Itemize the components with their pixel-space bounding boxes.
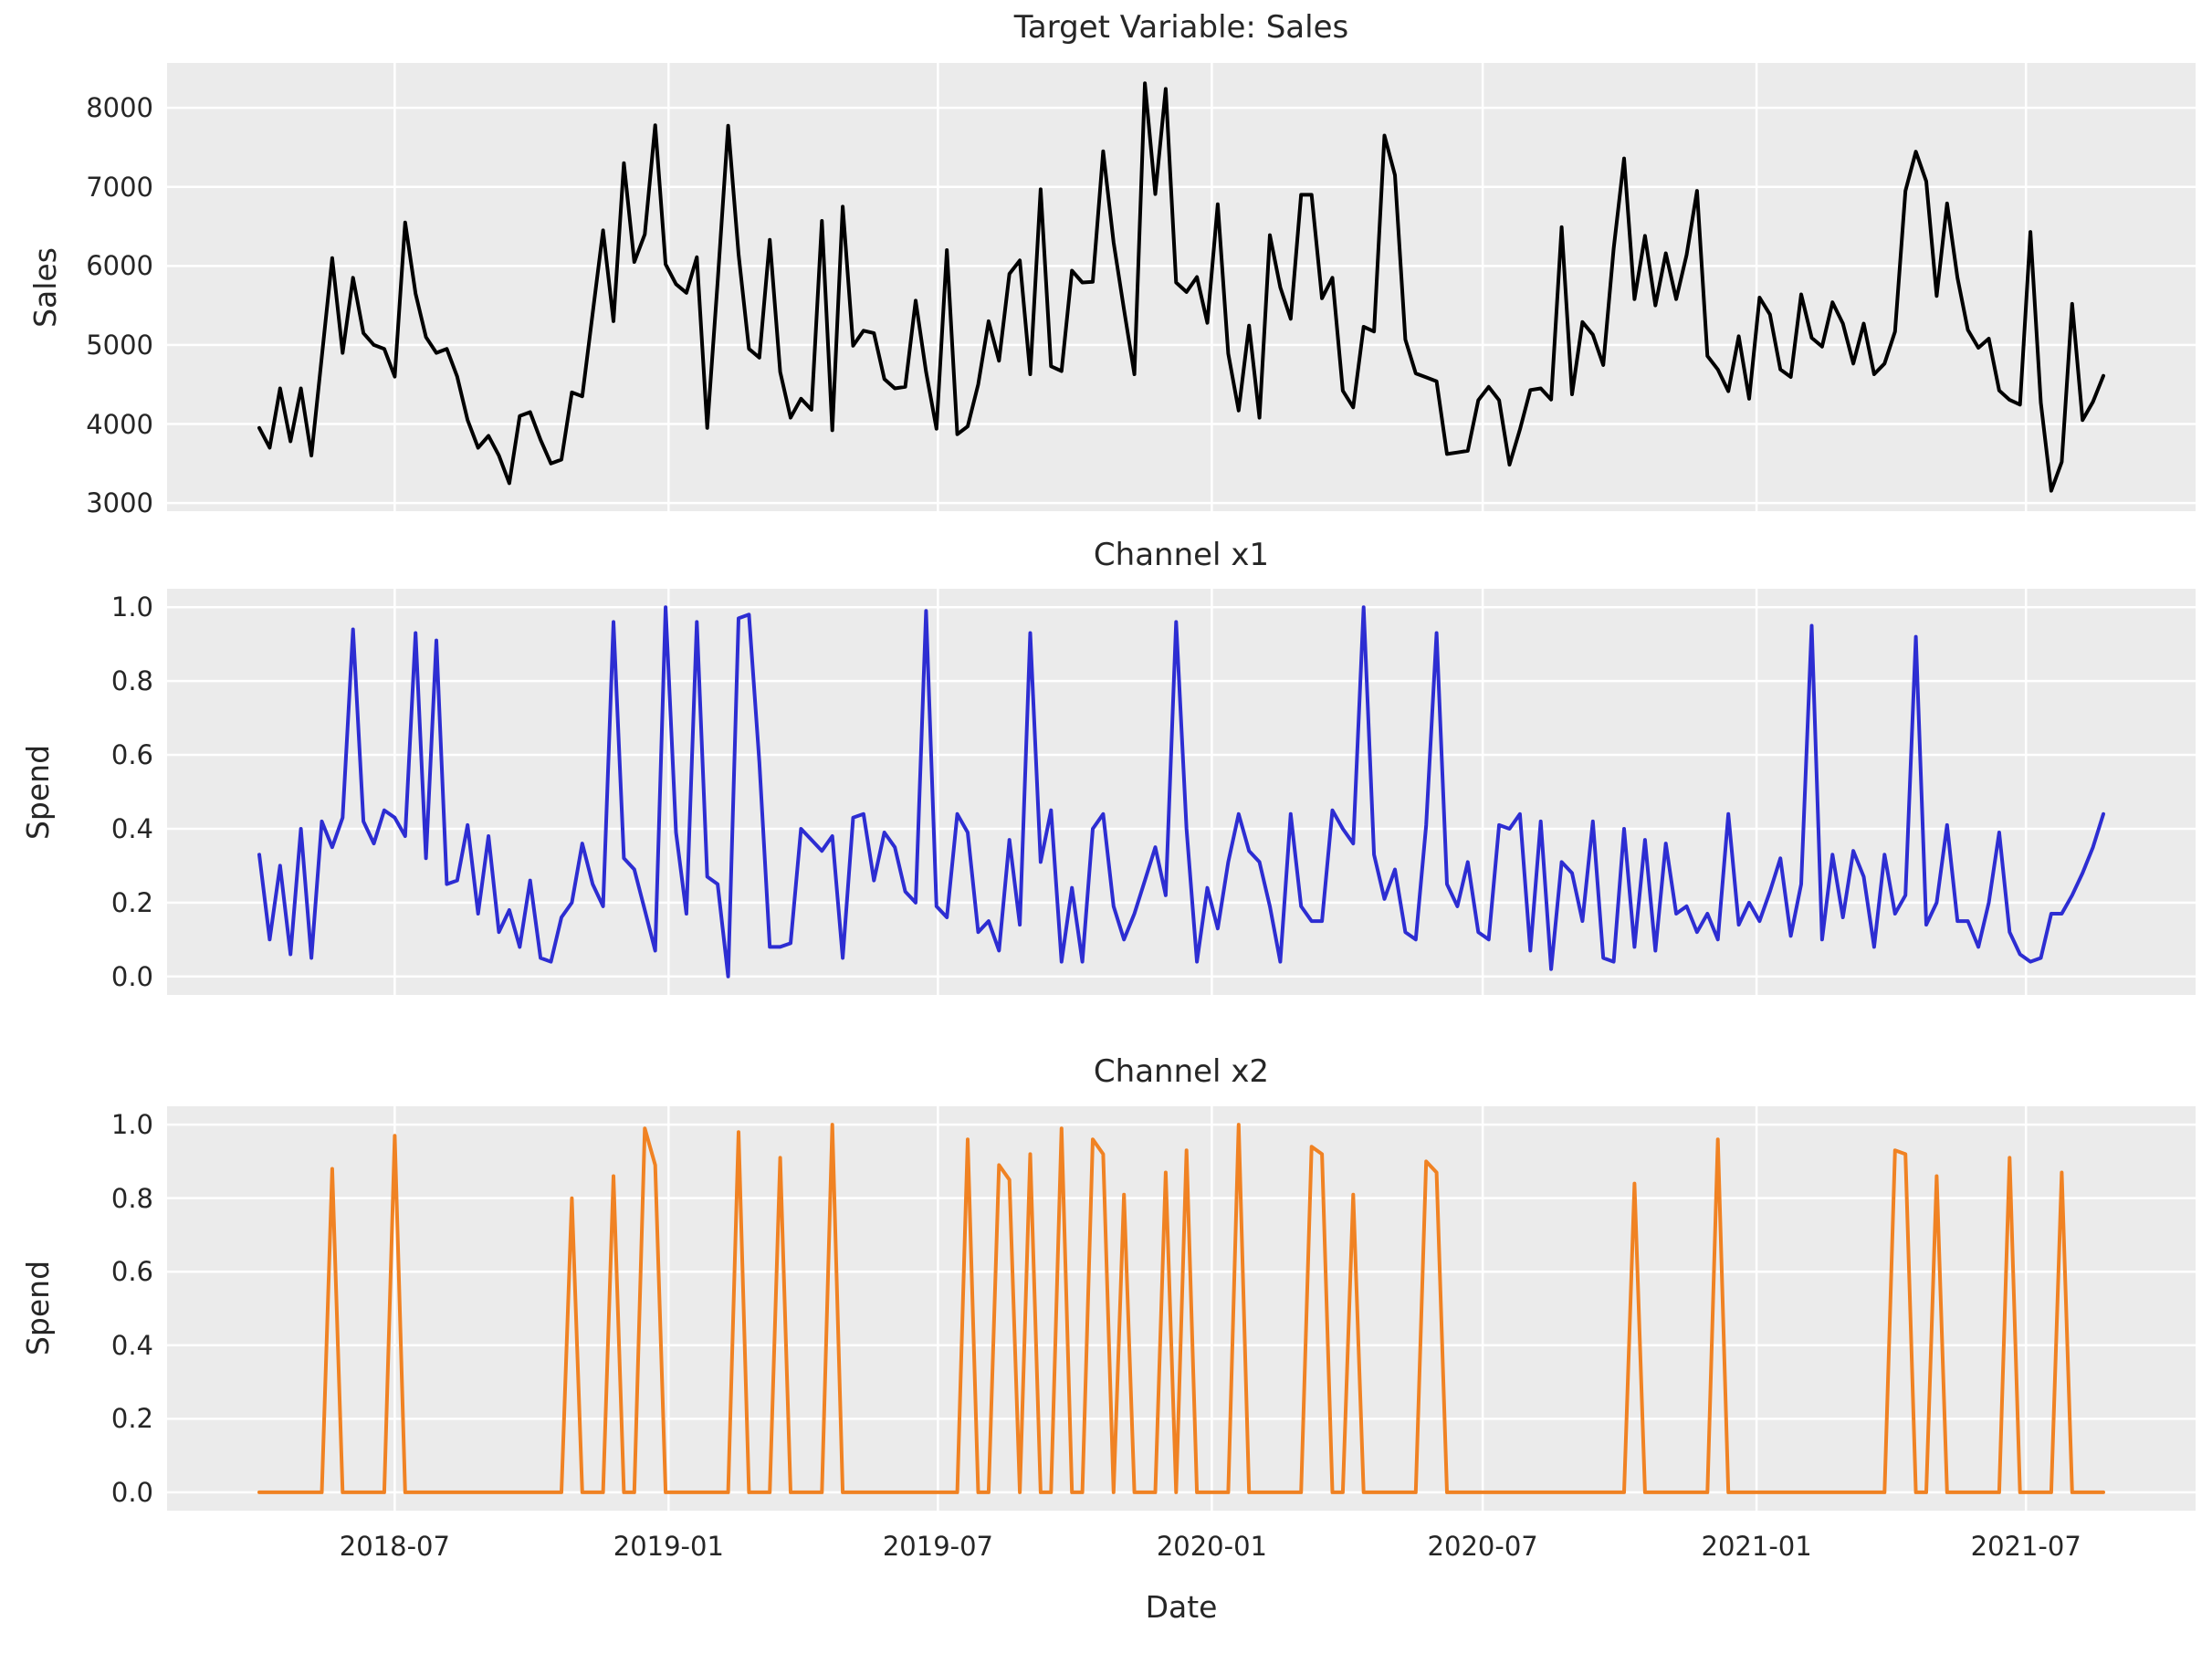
x-tick-label: 2021-07: [1970, 1531, 2081, 1562]
y-tick-label: 4000: [86, 408, 153, 440]
y-tick-label: 0.0: [110, 960, 153, 992]
channel-x2-line-plot: [167, 1106, 2196, 1511]
x-tick-label: 2021-01: [1701, 1531, 1812, 1562]
channel-x2-y-axis-label: Spend: [20, 1260, 56, 1356]
y-tick-label: 5000: [86, 329, 153, 361]
channel-x1-y-axis-label: Spend: [20, 744, 56, 841]
x-axis-label: Date: [1145, 1589, 1218, 1625]
y-tick-label: 0.2: [110, 886, 153, 918]
channel-x2-chart-title: Channel x2: [1093, 1053, 1270, 1090]
y-tick-label: 0.8: [110, 1182, 153, 1214]
channel-x1-line-plot: [167, 589, 2196, 995]
y-tick-label: 0.4: [110, 1329, 153, 1361]
y-tick-label: 1.0: [110, 1109, 153, 1141]
sales-line-plot: [167, 63, 2196, 511]
y-tick-label: 0.2: [110, 1403, 153, 1435]
y-tick-label: 1.0: [110, 591, 153, 623]
x-tick-label: 2019-01: [613, 1531, 724, 1562]
y-tick-label: 0.8: [110, 665, 153, 697]
x-tick-label: 2020-01: [1156, 1531, 1267, 1562]
y-tick-label: 0.6: [110, 1256, 153, 1288]
y-tick-label: 0.0: [110, 1476, 153, 1508]
channel-x2-line: [257, 1123, 2105, 1494]
y-tick-label: 6000: [86, 250, 153, 282]
y-tick-label: 0.6: [110, 739, 153, 771]
x-tick-label: 2018-07: [339, 1531, 450, 1562]
channel-x1-chart-title: Channel x1: [1093, 537, 1270, 573]
channel-x1-line: [257, 605, 2105, 979]
y-tick-label: 0.4: [110, 812, 153, 844]
y-tick-label: 8000: [86, 92, 153, 124]
y-tick-label: 3000: [86, 487, 153, 519]
sales-chart-title: Target Variable: Sales: [1013, 9, 1349, 46]
x-tick-label: 2020-07: [1427, 1531, 1538, 1562]
sales-line: [257, 81, 2105, 493]
x-tick-label: 2019-07: [882, 1531, 994, 1562]
y-tick-label: 7000: [86, 171, 153, 203]
